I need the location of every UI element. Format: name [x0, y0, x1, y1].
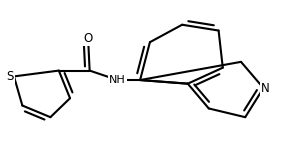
Text: O: O: [83, 32, 92, 45]
Text: N: N: [261, 82, 270, 95]
Text: NH: NH: [109, 76, 126, 86]
Text: S: S: [7, 70, 14, 83]
